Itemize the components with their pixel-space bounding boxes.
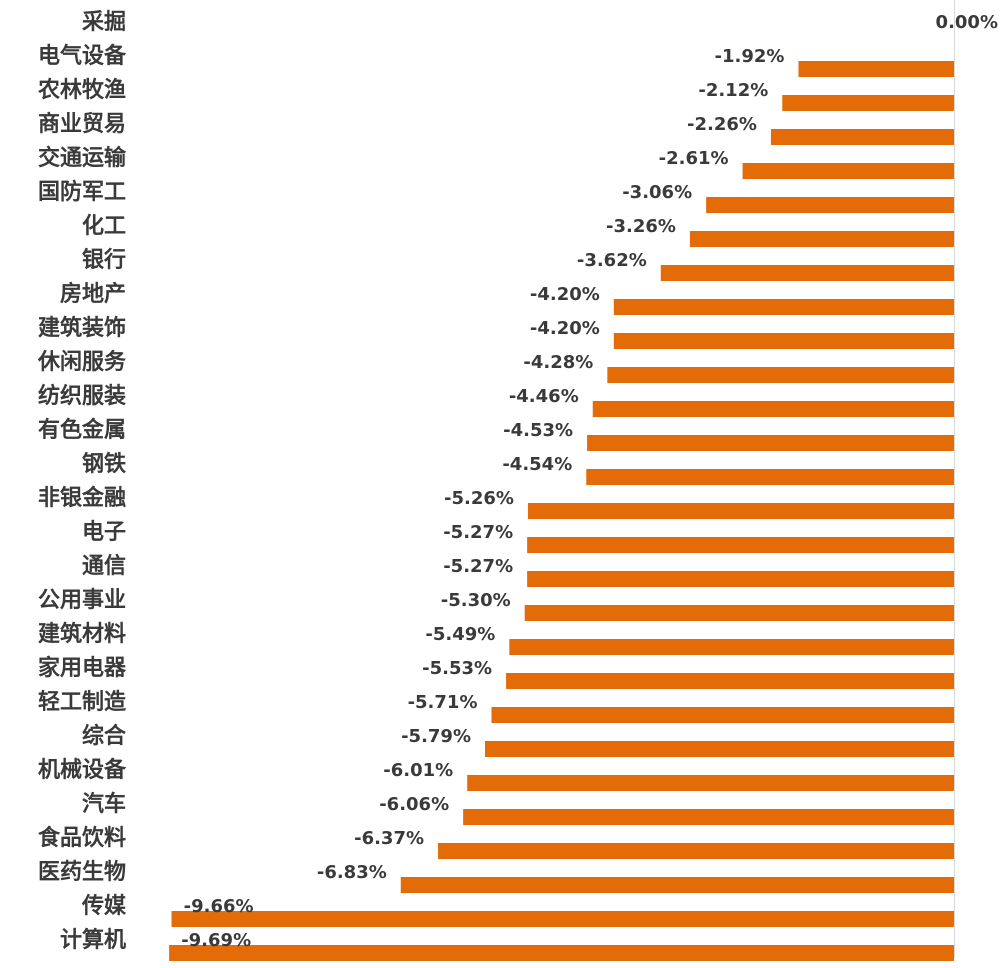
labels-layer: 采掘 0.00% 电气设备 -1.92% 农林牧渔 -2.12% 商业贸易 -2.26% 交通运… bbox=[37, 10, 998, 953]
bar bbox=[438, 843, 954, 859]
data-label: -4.54% bbox=[502, 454, 572, 475]
bar bbox=[485, 741, 954, 757]
data-label: -5.71% bbox=[408, 692, 478, 713]
category-label: 非银金融 bbox=[38, 485, 126, 511]
bar bbox=[586, 469, 954, 485]
category-label: 综合 bbox=[82, 723, 127, 749]
data-label: -5.79% bbox=[401, 726, 471, 747]
bar bbox=[491, 707, 954, 723]
bar bbox=[463, 809, 954, 825]
bar bbox=[527, 503, 954, 519]
category-label: 国防军工 bbox=[38, 180, 126, 205]
bar bbox=[613, 333, 954, 349]
category-label: 交通运输 bbox=[38, 145, 127, 171]
data-label: -6.01% bbox=[383, 760, 453, 781]
data-label: -5.27% bbox=[443, 556, 513, 577]
category-label: 家用电器 bbox=[38, 655, 127, 681]
category-label: 食品饮料 bbox=[38, 825, 126, 851]
data-label: -4.46% bbox=[509, 386, 579, 407]
bar bbox=[467, 775, 954, 791]
category-label: 有色金属 bbox=[38, 417, 126, 443]
category-label: 休闲服务 bbox=[37, 350, 127, 375]
data-label: -2.12% bbox=[698, 80, 768, 101]
data-label: -6.06% bbox=[379, 794, 449, 815]
bar bbox=[171, 911, 955, 927]
category-label: 化工 bbox=[82, 213, 126, 239]
data-label: -1.92% bbox=[715, 46, 785, 67]
data-label: -5.30% bbox=[441, 590, 511, 611]
category-label: 农林牧渔 bbox=[37, 77, 126, 103]
category-label: 汽车 bbox=[82, 791, 126, 817]
data-label: -9.66% bbox=[184, 896, 254, 917]
category-label: 商业贸易 bbox=[38, 111, 126, 137]
bar bbox=[770, 129, 954, 145]
category-label: 银行 bbox=[82, 247, 126, 273]
bar bbox=[689, 231, 954, 247]
bar bbox=[587, 435, 954, 451]
bar bbox=[169, 945, 955, 961]
bar bbox=[524, 605, 954, 621]
category-label: 采掘 bbox=[82, 10, 126, 35]
bar bbox=[607, 367, 954, 383]
data-label: -5.49% bbox=[425, 624, 495, 645]
bar bbox=[613, 299, 954, 315]
category-label: 建筑材料 bbox=[38, 621, 126, 647]
category-label: 计算机 bbox=[60, 927, 126, 953]
data-label: -5.53% bbox=[422, 658, 492, 679]
data-label: -9.69% bbox=[181, 930, 251, 951]
bar bbox=[782, 95, 954, 111]
data-label: -4.28% bbox=[523, 352, 593, 373]
data-label: -3.06% bbox=[622, 182, 692, 203]
bar bbox=[400, 877, 954, 893]
data-label: -6.83% bbox=[317, 862, 387, 883]
data-label: -3.26% bbox=[606, 216, 676, 237]
bar bbox=[706, 197, 954, 213]
data-label: -4.20% bbox=[530, 318, 600, 339]
data-label: -2.26% bbox=[687, 114, 757, 135]
category-label: 电气设备 bbox=[38, 43, 127, 69]
category-label: 医药生物 bbox=[38, 859, 126, 885]
data-label: -4.20% bbox=[530, 284, 600, 305]
bar bbox=[527, 537, 954, 553]
category-label: 传媒 bbox=[81, 893, 127, 919]
data-label: -6.37% bbox=[354, 828, 424, 849]
data-label: -2.61% bbox=[659, 148, 729, 169]
category-label: 通信 bbox=[82, 553, 126, 579]
data-label: -4.53% bbox=[503, 420, 573, 441]
data-label: -5.27% bbox=[443, 522, 513, 543]
category-label: 纺织服装 bbox=[38, 383, 126, 409]
category-label: 公用事业 bbox=[38, 587, 126, 613]
category-label: 电子 bbox=[82, 520, 126, 545]
category-label: 建筑装饰 bbox=[38, 315, 126, 341]
category-label: 房地产 bbox=[60, 281, 126, 307]
bar bbox=[509, 639, 954, 655]
category-label: 轻工制造 bbox=[38, 689, 126, 715]
data-label: 0.00% bbox=[936, 12, 998, 33]
bars-layer bbox=[169, 61, 955, 961]
category-label: 钢铁 bbox=[82, 451, 126, 477]
bar bbox=[742, 163, 954, 179]
data-label: -5.26% bbox=[444, 488, 514, 509]
category-label: 机械设备 bbox=[38, 757, 127, 783]
bar bbox=[798, 61, 954, 77]
bar bbox=[660, 265, 954, 281]
data-label: -3.62% bbox=[577, 250, 647, 271]
bar bbox=[592, 401, 954, 417]
bar bbox=[506, 673, 954, 689]
bar bbox=[527, 571, 954, 587]
